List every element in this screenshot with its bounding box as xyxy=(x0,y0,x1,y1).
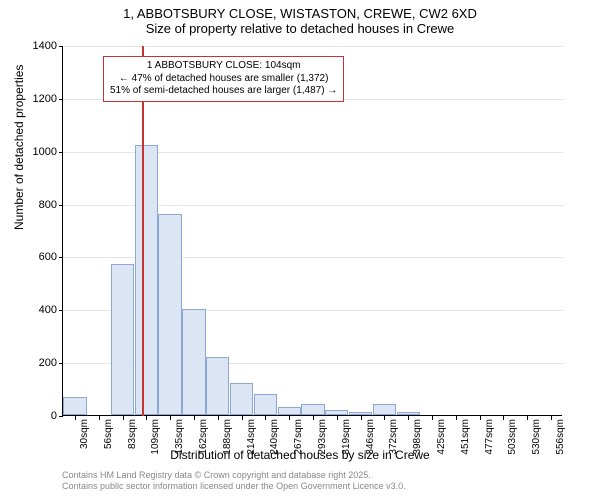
histogram-bar xyxy=(325,410,348,415)
chart-title-line2: Size of property relative to detached ho… xyxy=(0,21,600,36)
ytick-mark xyxy=(59,152,63,153)
ytick-mark xyxy=(59,46,63,47)
ytick-label: 1200 xyxy=(23,93,57,105)
histogram-bar xyxy=(158,214,181,415)
xtick-mark xyxy=(242,416,243,420)
xtick-mark xyxy=(289,416,290,420)
histogram-bar xyxy=(111,264,134,415)
highlight-marker-line xyxy=(142,46,144,416)
ytick-mark xyxy=(59,205,63,206)
xtick-mark xyxy=(456,416,457,420)
xtick-label: 83sqm xyxy=(127,419,138,449)
histogram-bar xyxy=(206,357,229,415)
ytick-mark xyxy=(59,310,63,311)
xtick-mark xyxy=(384,416,385,420)
chart-title-block: 1, ABBOTSBURY CLOSE, WISTASTON, CREWE, C… xyxy=(0,0,600,36)
histogram-bar xyxy=(230,383,253,415)
histogram-bar xyxy=(349,412,372,415)
x-axis-label: Distribution of detached houses by size … xyxy=(0,448,600,462)
plot-region: 020040060080010001200140030sqm56sqm83sqm… xyxy=(62,46,562,416)
xtick-mark xyxy=(146,416,147,420)
xtick-mark xyxy=(313,416,314,420)
xtick-mark xyxy=(551,416,552,420)
histogram-bar xyxy=(373,404,396,415)
ytick-label: 200 xyxy=(23,357,57,369)
xtick-mark xyxy=(503,416,504,420)
gridline xyxy=(63,46,563,47)
xtick-mark xyxy=(361,416,362,420)
chart-title-line1: 1, ABBOTSBURY CLOSE, WISTASTON, CREWE, C… xyxy=(0,6,600,21)
xtick-label: 56sqm xyxy=(103,419,114,449)
ytick-label: 0 xyxy=(23,410,57,422)
xtick-mark xyxy=(480,416,481,420)
ytick-label: 400 xyxy=(23,304,57,316)
xtick-mark xyxy=(527,416,528,420)
histogram-bar xyxy=(135,145,158,415)
xtick-mark xyxy=(194,416,195,420)
xtick-mark xyxy=(99,416,100,420)
chart-area: 020040060080010001200140030sqm56sqm83sqm… xyxy=(62,46,562,416)
annotation-box: 1 ABBOTSBURY CLOSE: 104sqm← 47% of detac… xyxy=(103,56,344,102)
histogram-bar xyxy=(278,407,301,415)
xtick-mark xyxy=(337,416,338,420)
attribution-line2: Contains public sector information licen… xyxy=(62,481,406,492)
histogram-bar xyxy=(397,412,420,415)
annotation-line3: 51% of semi-detached houses are larger (… xyxy=(110,85,337,98)
attribution-line1: Contains HM Land Registry data © Crown c… xyxy=(62,470,406,481)
xtick-mark xyxy=(170,416,171,420)
ytick-mark xyxy=(59,363,63,364)
ytick-label: 1400 xyxy=(23,40,57,52)
xtick-mark xyxy=(432,416,433,420)
histogram-bar xyxy=(254,394,277,415)
histogram-bar xyxy=(301,404,324,415)
ytick-label: 600 xyxy=(23,251,57,263)
ytick-mark xyxy=(59,416,63,417)
ytick-label: 800 xyxy=(23,199,57,211)
xtick-mark xyxy=(75,416,76,420)
xtick-mark xyxy=(123,416,124,420)
xtick-mark xyxy=(408,416,409,420)
xtick-mark xyxy=(218,416,219,420)
xtick-label: 30sqm xyxy=(79,419,90,449)
ytick-mark xyxy=(59,99,63,100)
histogram-bar xyxy=(63,397,86,416)
ytick-label: 1000 xyxy=(23,146,57,158)
annotation-line2: ← 47% of detached houses are smaller (1,… xyxy=(110,73,337,86)
ytick-mark xyxy=(59,257,63,258)
histogram-bar xyxy=(182,309,205,415)
annotation-line1: 1 ABBOTSBURY CLOSE: 104sqm xyxy=(110,60,337,73)
xtick-mark xyxy=(265,416,266,420)
attribution-text: Contains HM Land Registry data © Crown c… xyxy=(62,470,406,492)
